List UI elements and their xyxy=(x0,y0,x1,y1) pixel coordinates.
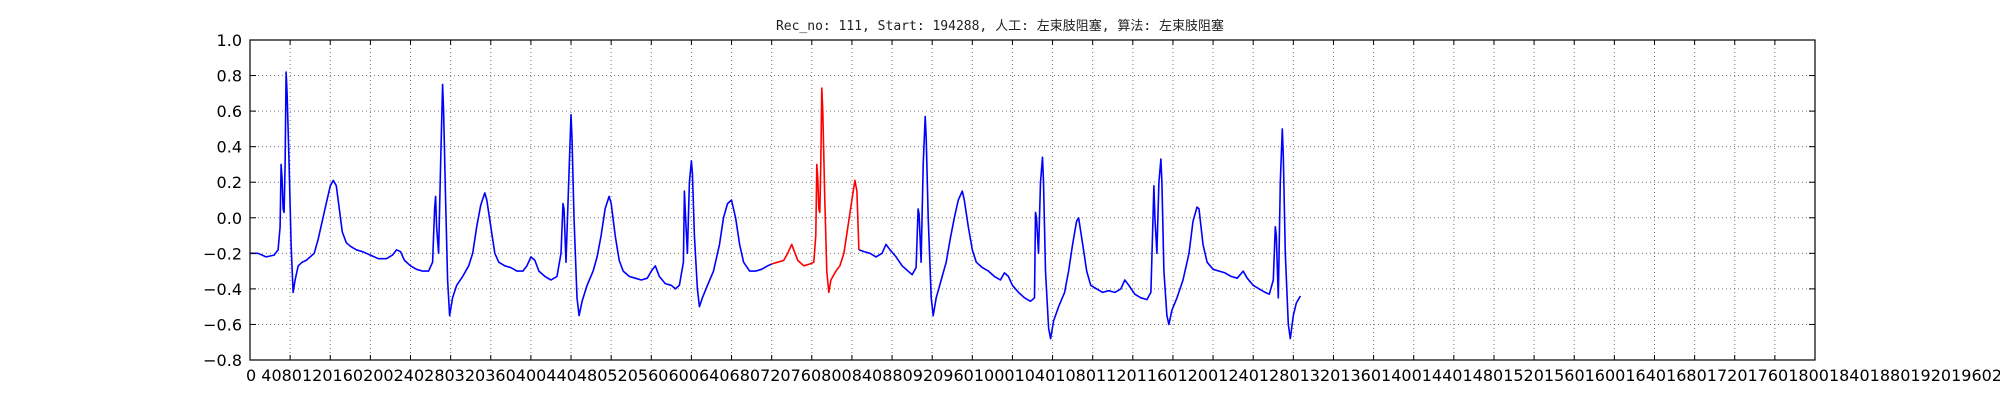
x-tick-labels: 0 40801201602002402803203604004404805205… xyxy=(246,366,2000,385)
ecg-trace-red xyxy=(771,87,860,294)
y-tick-label: −0.4 xyxy=(203,280,242,299)
y-tick-label: 1.0 xyxy=(217,31,242,50)
y-tick-label: 0.2 xyxy=(217,173,242,192)
y-tick-label: −0.6 xyxy=(203,315,242,334)
series-layer xyxy=(250,71,1302,340)
y-tick-label: −0.2 xyxy=(203,244,242,263)
grid-layer xyxy=(250,40,1815,360)
y-tick-label: 0.8 xyxy=(217,67,242,86)
y-tick-label: 0.6 xyxy=(217,102,242,121)
y-axis: 1.0 0.8 0.6 0.4 0.2 0.0 −0.2 −0.4 −0.6 −0.8 xyxy=(203,31,1815,370)
y-tick-label: −0.8 xyxy=(203,351,242,370)
y-tick-label: 0.0 xyxy=(217,209,242,228)
plot-frame xyxy=(249,39,1816,361)
ecg-trace-blue xyxy=(250,71,773,317)
ecg-trace-blue xyxy=(858,115,1302,340)
chart-title: Rec_no: 111, Start: 194288, 人工: 左束肢阻塞, 算… xyxy=(776,18,1224,34)
y-tick-label: 0.4 xyxy=(217,138,242,157)
